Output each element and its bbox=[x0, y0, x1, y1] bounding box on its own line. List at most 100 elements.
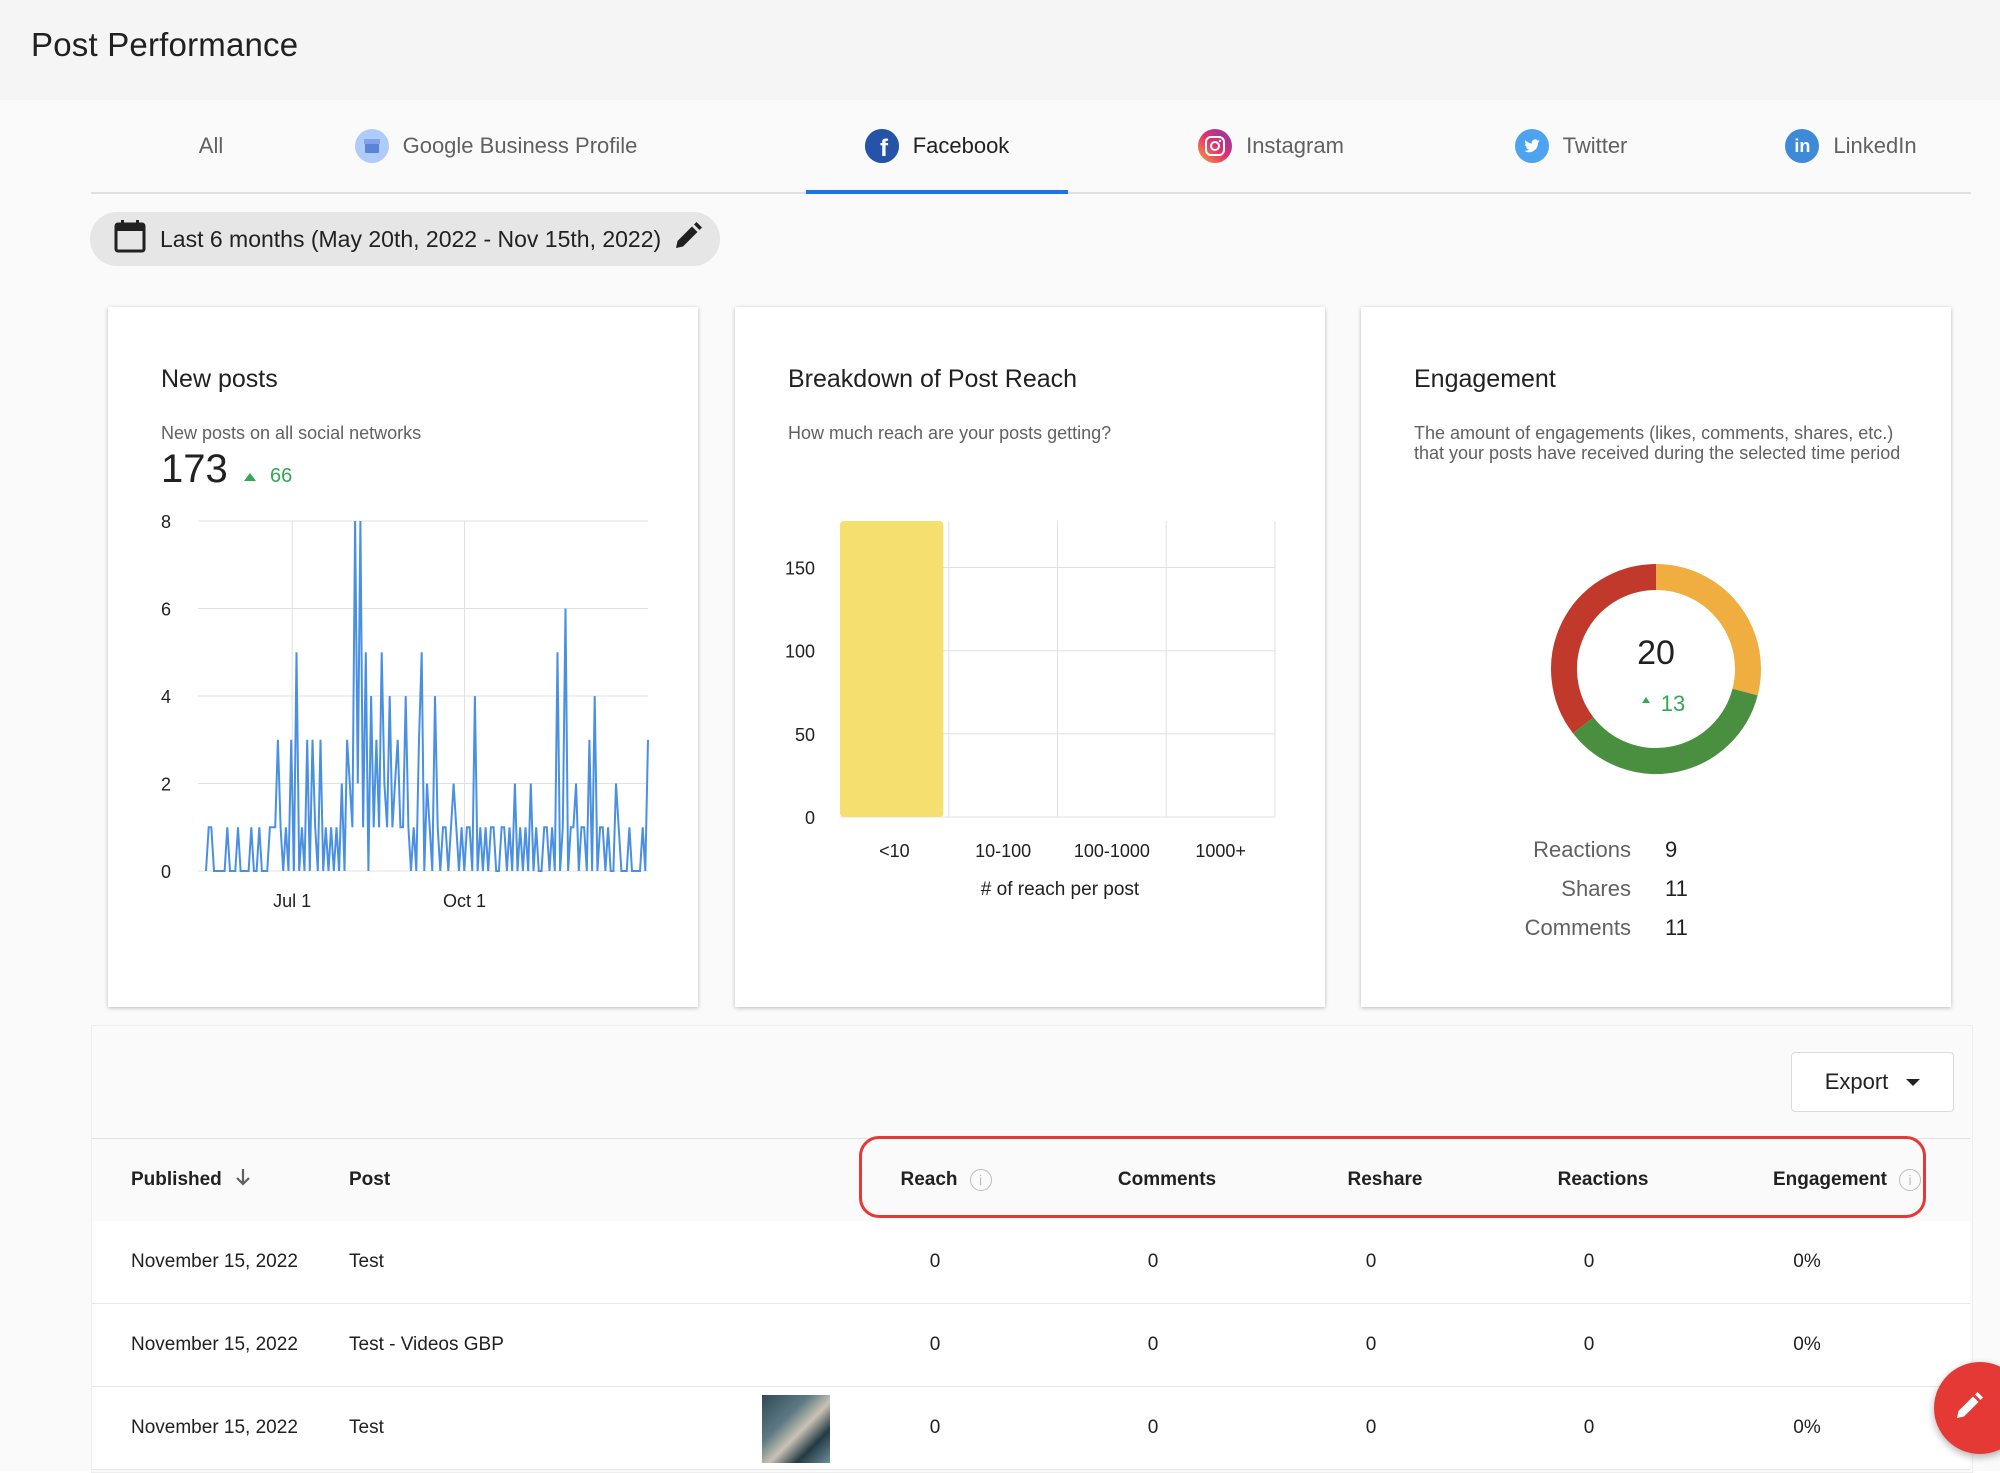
post-thumbnail[interactable] bbox=[762, 1395, 830, 1463]
legend-value: 11 bbox=[1665, 915, 1688, 940]
row-engagement: 0% bbox=[1793, 1334, 1821, 1355]
date-range-label: Last 6 months (May 20th, 2022 - Nov 15th… bbox=[160, 225, 662, 252]
row-post[interactable]: Test bbox=[349, 1251, 384, 1272]
svg-text:f: f bbox=[880, 135, 889, 162]
google-business-icon bbox=[354, 129, 389, 163]
x-tick-label: Jul 1 bbox=[273, 891, 311, 911]
tab-facebook[interactable]: f Facebook bbox=[806, 100, 1068, 194]
legend-item-comments: Comments 11 bbox=[1501, 915, 1801, 954]
tab-google-business-profile[interactable]: Google Business Profile bbox=[331, 100, 661, 192]
date-range-chip[interactable]: Last 6 months (May 20th, 2022 - Nov 15th… bbox=[90, 212, 720, 266]
row-reactions: 0 bbox=[1583, 1334, 1595, 1355]
info-icon[interactable]: i bbox=[1899, 1169, 1922, 1191]
tab-instagram[interactable]: Instagram bbox=[1151, 100, 1391, 192]
y-tick-label: 0 bbox=[161, 862, 171, 882]
column-header-reshare[interactable]: Reshare bbox=[1347, 1169, 1423, 1190]
donut-slice-comments bbox=[1551, 564, 1657, 734]
y-tick-label: 0 bbox=[805, 808, 815, 828]
donut-slice-reactions bbox=[1655, 564, 1761, 696]
donut-slice-shares bbox=[1572, 688, 1758, 774]
new-posts-subtitle: New posts on all social networks bbox=[161, 423, 422, 443]
compose-fab-button[interactable] bbox=[1934, 1362, 2000, 1454]
row-reactions: 0 bbox=[1583, 1417, 1595, 1438]
legend-item-shares: Shares 11 bbox=[1501, 876, 1801, 915]
facebook-icon: f bbox=[864, 129, 899, 163]
column-header-post[interactable]: Post bbox=[349, 1169, 391, 1190]
new-posts-line-chart: 0 2 4 6 8 Jul 1 Oct 1 bbox=[161, 512, 649, 911]
pencil-icon bbox=[1954, 1391, 1984, 1426]
page-title: Post Performance bbox=[31, 26, 299, 63]
y-tick-label: 100 bbox=[785, 642, 815, 662]
legend-label: Shares bbox=[1561, 876, 1631, 901]
reach-breakdown-subtitle: How much reach are your posts getting? bbox=[788, 423, 1112, 443]
new-posts-count: 173 bbox=[161, 447, 228, 491]
legend-label: Reactions bbox=[1533, 837, 1631, 862]
x-tick-label: Oct 1 bbox=[443, 891, 486, 911]
new-posts-title: New posts bbox=[161, 365, 278, 393]
sort-arrow-down-icon bbox=[234, 1167, 252, 1193]
row-post[interactable]: Test - Videos GBP bbox=[349, 1334, 504, 1355]
legend-label: Comments bbox=[1524, 915, 1631, 940]
instagram-icon bbox=[1198, 129, 1233, 163]
export-button[interactable]: Export bbox=[1791, 1052, 1954, 1112]
reach-breakdown-card: Breakdown of Post Reach How much reach a… bbox=[735, 307, 1325, 1007]
x-tick-label: 1000+ bbox=[1195, 841, 1246, 861]
row-reach: 0 bbox=[929, 1334, 941, 1355]
column-header-engagement[interactable]: Engagement i bbox=[1732, 1139, 1962, 1221]
tab-facebook-label: Facebook bbox=[912, 133, 1010, 158]
y-tick-label: 6 bbox=[161, 600, 171, 620]
row-reshare: 0 bbox=[1365, 1417, 1377, 1438]
linkedin-icon: in bbox=[1785, 129, 1820, 163]
tab-all-label: All bbox=[198, 133, 224, 158]
x-tick-label: 10-100 bbox=[975, 841, 1031, 861]
table-row[interactable]: November 15, 2022 Test - Videos GBP 0 0 … bbox=[92, 1304, 1970, 1387]
tab-google-business-profile-label: Google Business Profile bbox=[402, 133, 638, 158]
y-tick-label: 8 bbox=[161, 512, 171, 532]
y-tick-label: 4 bbox=[161, 687, 171, 707]
legend-value: 11 bbox=[1665, 876, 1688, 901]
column-header-label: Reach bbox=[900, 1169, 958, 1190]
pencil-icon[interactable] bbox=[673, 221, 703, 257]
row-published: November 15, 2022 bbox=[131, 1251, 298, 1272]
twitter-icon bbox=[1514, 129, 1549, 163]
y-tick-label: 150 bbox=[785, 559, 815, 579]
table-header: Published Post Reach i Comments Reshare … bbox=[92, 1138, 1970, 1222]
engagement-donut-chart: 20 13 bbox=[1551, 564, 1761, 774]
tab-linkedin[interactable]: in LinkedIn bbox=[1731, 100, 1971, 192]
metrics-columns-highlight bbox=[859, 1136, 1926, 1218]
reach-x-axis-label: # of reach per post bbox=[981, 879, 1140, 900]
row-reach: 0 bbox=[929, 1251, 941, 1272]
engagement-subtitle: The amount of engagements (likes, commen… bbox=[1414, 423, 1901, 463]
column-header-reach[interactable]: Reach i bbox=[852, 1139, 1040, 1221]
column-header-published[interactable]: Published bbox=[131, 1139, 252, 1221]
table-row[interactable]: November 15, 2022 Test 0 0 0 0 0% bbox=[92, 1221, 1970, 1304]
reach-bar-chart: 0 50 100 150 <10 10-100 100-1000 1000+ # of re… bbox=[785, 521, 1276, 900]
row-post[interactable]: Test bbox=[349, 1417, 384, 1438]
top-bar: Post Performance bbox=[0, 0, 2000, 100]
y-tick-label: 50 bbox=[795, 725, 815, 745]
row-reach: 0 bbox=[929, 1417, 941, 1438]
new-posts-series-line bbox=[205, 520, 649, 872]
bar bbox=[840, 521, 944, 817]
tab-twitter[interactable]: Twitter bbox=[1451, 100, 1691, 192]
table-row[interactable]: November 15, 2022 Test 0 0 0 0 0% bbox=[92, 1387, 1970, 1470]
engagement-title: Engagement bbox=[1414, 365, 1556, 393]
tab-all[interactable]: All bbox=[91, 100, 331, 192]
column-header-reactions[interactable]: Reactions bbox=[1557, 1169, 1649, 1190]
column-header-comments[interactable]: Comments bbox=[1117, 1169, 1217, 1190]
engagement-delta: 13 bbox=[1661, 691, 1685, 716]
row-published: November 15, 2022 bbox=[131, 1417, 298, 1438]
caret-down-icon bbox=[1906, 1078, 1921, 1086]
column-header-label: Published bbox=[131, 1169, 222, 1190]
row-comments: 0 bbox=[1147, 1251, 1159, 1272]
x-tick-label: 100-1000 bbox=[1074, 841, 1150, 861]
info-icon[interactable]: i bbox=[969, 1169, 992, 1191]
calendar-icon bbox=[114, 219, 146, 259]
export-button-label: Export bbox=[1824, 1069, 1889, 1094]
new-posts-delta-value: 66 bbox=[270, 465, 293, 487]
tab-linkedin-label: LinkedIn bbox=[1833, 133, 1917, 158]
tab-twitter-label: Twitter bbox=[1562, 133, 1628, 158]
legend-item-reactions: Reactions 9 bbox=[1501, 837, 1801, 876]
legend-value: 9 bbox=[1665, 837, 1678, 862]
up-arrow-icon bbox=[1642, 697, 1650, 703]
